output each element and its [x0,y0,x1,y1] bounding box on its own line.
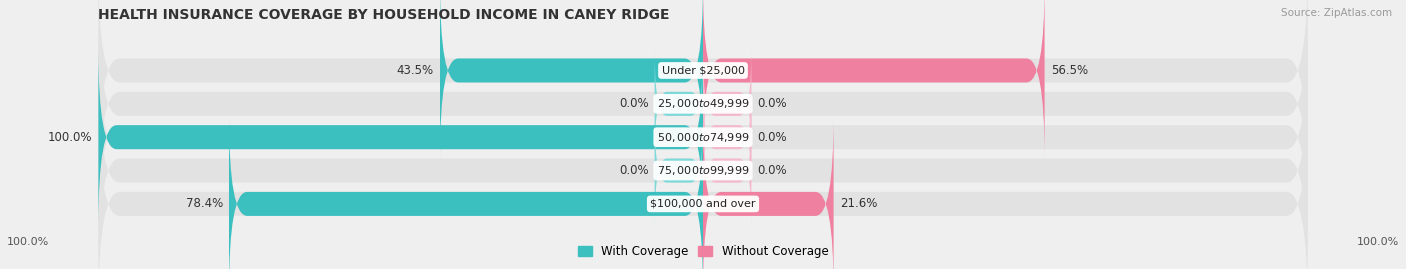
Legend: With Coverage, Without Coverage: With Coverage, Without Coverage [572,241,834,263]
Text: $50,000 to $74,999: $50,000 to $74,999 [657,131,749,144]
Text: 43.5%: 43.5% [396,64,434,77]
Text: $100,000 and over: $100,000 and over [650,199,756,209]
Text: 0.0%: 0.0% [758,131,787,144]
FancyBboxPatch shape [703,49,751,158]
FancyBboxPatch shape [98,99,1308,269]
FancyBboxPatch shape [655,116,703,225]
Text: Source: ZipAtlas.com: Source: ZipAtlas.com [1281,8,1392,18]
Text: 56.5%: 56.5% [1050,64,1088,77]
FancyBboxPatch shape [98,49,703,225]
FancyBboxPatch shape [440,0,703,158]
Text: $25,000 to $49,999: $25,000 to $49,999 [657,97,749,110]
Text: 100.0%: 100.0% [48,131,93,144]
Text: $75,000 to $99,999: $75,000 to $99,999 [657,164,749,177]
Text: 100.0%: 100.0% [1357,237,1399,247]
Text: Under $25,000: Under $25,000 [661,65,745,76]
FancyBboxPatch shape [703,83,751,192]
FancyBboxPatch shape [98,33,1308,242]
FancyBboxPatch shape [98,0,1308,175]
FancyBboxPatch shape [98,66,1308,269]
Text: 0.0%: 0.0% [619,97,648,110]
FancyBboxPatch shape [703,0,1045,158]
Text: 100.0%: 100.0% [7,237,49,247]
Text: 0.0%: 0.0% [758,164,787,177]
FancyBboxPatch shape [98,0,1308,208]
Text: HEALTH INSURANCE COVERAGE BY HOUSEHOLD INCOME IN CANEY RIDGE: HEALTH INSURANCE COVERAGE BY HOUSEHOLD I… [98,8,669,22]
Text: 21.6%: 21.6% [839,197,877,210]
FancyBboxPatch shape [703,116,834,269]
Text: 0.0%: 0.0% [619,164,648,177]
Text: 78.4%: 78.4% [186,197,224,210]
Text: 0.0%: 0.0% [758,97,787,110]
FancyBboxPatch shape [655,49,703,158]
FancyBboxPatch shape [229,116,703,269]
FancyBboxPatch shape [703,116,751,225]
